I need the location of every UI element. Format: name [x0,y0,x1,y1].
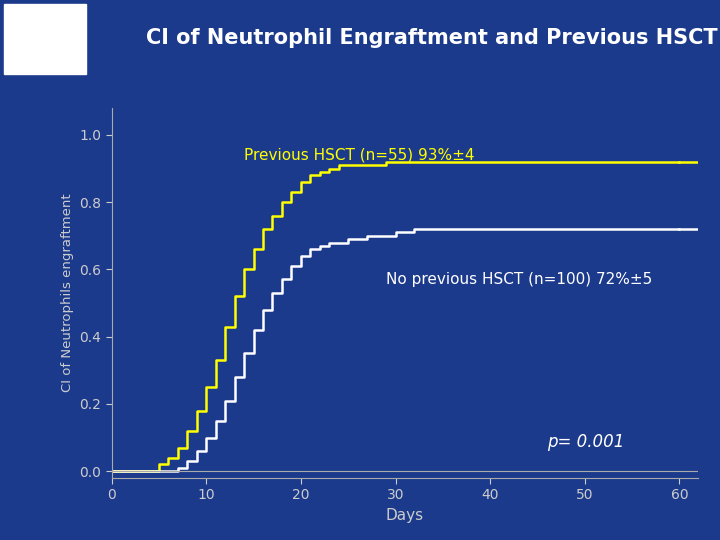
Text: CI of Neutrophil Engraftment and Previous HSCT: CI of Neutrophil Engraftment and Previou… [146,28,718,48]
Text: No previous HSCT (n=100) 72%±5: No previous HSCT (n=100) 72%±5 [386,272,652,287]
Text: Eurocord - International Registry on Cord Blood Transplantation: Eurocord - International Registry on Cor… [156,511,636,524]
Text: Previous HSCT (n=55) 93%±4: Previous HSCT (n=55) 93%±4 [244,147,474,163]
X-axis label: Days: Days [386,508,424,523]
FancyBboxPatch shape [4,4,86,75]
Y-axis label: CI of Neutrophils engraftment: CI of Neutrophils engraftment [60,194,73,392]
Text: p= 0.001: p= 0.001 [547,433,624,451]
